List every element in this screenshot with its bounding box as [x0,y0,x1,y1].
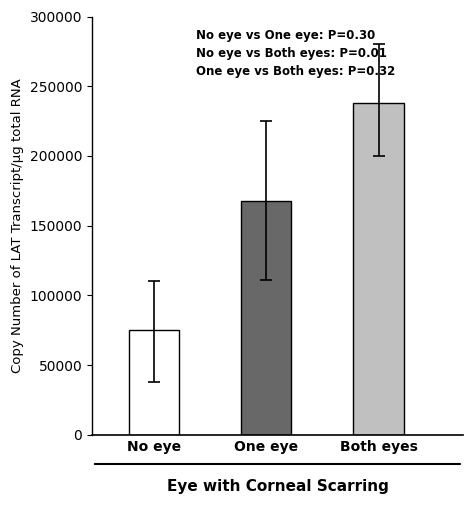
Y-axis label: Copy Number of LAT Transcript/µg total RNA: Copy Number of LAT Transcript/µg total R… [11,78,24,373]
Bar [353,103,404,435]
Text: No eye vs One eye: P=0.30
No eye vs Both eyes: P=0.01
One eye vs Both eyes: P=0.: No eye vs One eye: P=0.30 No eye vs Both… [196,29,395,78]
Bar [241,200,292,435]
Bar [128,330,179,435]
X-axis label: Eye with Corneal Scarring: Eye with Corneal Scarring [166,478,388,493]
